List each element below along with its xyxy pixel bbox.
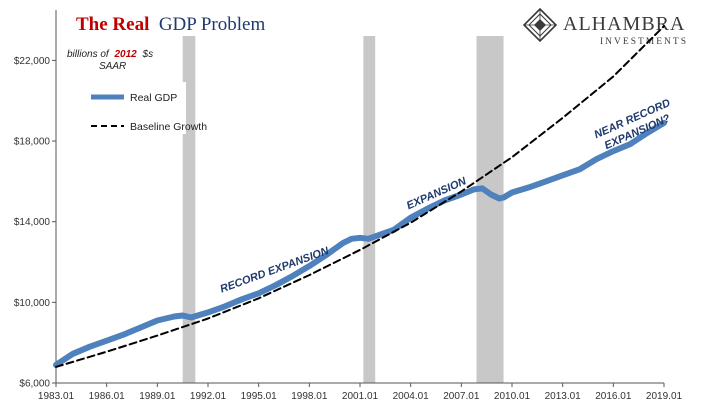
logo-sub: INVESTMENTS bbox=[600, 37, 688, 47]
y-tick-label-4: $22,000 bbox=[14, 56, 51, 67]
y-tick-label-3: $18,000 bbox=[14, 137, 51, 148]
legend-label-real-gdp: Real GDP bbox=[130, 92, 177, 104]
legend-label-baseline: Baseline Growth bbox=[130, 121, 207, 133]
y-tick-label-1: $10,000 bbox=[14, 298, 51, 309]
recession-band-1 bbox=[363, 36, 376, 383]
x-tick-label-9: 2010.01 bbox=[494, 391, 531, 402]
series-line-real-gdp bbox=[53, 119, 667, 368]
x-tick-label-6: 2001.01 bbox=[342, 391, 379, 402]
x-tick-label-11: 2016.01 bbox=[595, 391, 632, 402]
units-note-line1: billions of 2012 $s bbox=[67, 49, 153, 60]
axes: $6,000 $10,000 $14,000 $18,000 $22,000 1983.0… bbox=[14, 10, 683, 402]
x-tick-label-8: 2007.01 bbox=[443, 391, 480, 402]
chart-title: The Real GDP Problem bbox=[76, 14, 265, 35]
x-tick-label-0: 1983.01 bbox=[38, 391, 75, 402]
y-tick-label-0: $6,000 bbox=[19, 379, 50, 390]
x-tick-label-12: 2019.01 bbox=[646, 391, 683, 402]
y-tick-label-2: $14,000 bbox=[14, 217, 51, 228]
series-lines bbox=[53, 25, 667, 368]
units-year: 2012 bbox=[113, 49, 137, 60]
units-post: $s bbox=[142, 49, 154, 60]
x-tick-label-10: 2013.01 bbox=[545, 391, 582, 402]
legend: Real GDP Baseline Growth bbox=[86, 82, 207, 134]
alhambra-logo: ALHAMBRA INVESTMENTS bbox=[522, 7, 688, 47]
x-tick-label-2: 1989.01 bbox=[139, 391, 176, 402]
x-tick-label-3: 1992.01 bbox=[190, 391, 227, 402]
title-part2: GDP Problem bbox=[159, 14, 266, 35]
diamond-logo-icon bbox=[522, 7, 558, 43]
series-line-baseline-growth bbox=[55, 25, 665, 368]
x-tick-label-1: 1986.01 bbox=[89, 391, 126, 402]
units-note-line2: SAAR bbox=[99, 61, 126, 72]
units-pre: billions of bbox=[67, 49, 110, 60]
x-tick-label-5: 1998.01 bbox=[291, 391, 328, 402]
recession-bands bbox=[182, 36, 504, 383]
x-tick-label-7: 2004.01 bbox=[393, 391, 430, 402]
logo-name: ALHAMBRA bbox=[563, 13, 685, 35]
recession-band-2 bbox=[476, 36, 504, 383]
title-part1: The Real bbox=[76, 14, 149, 35]
x-tick-label-4: 1995.01 bbox=[241, 391, 278, 402]
